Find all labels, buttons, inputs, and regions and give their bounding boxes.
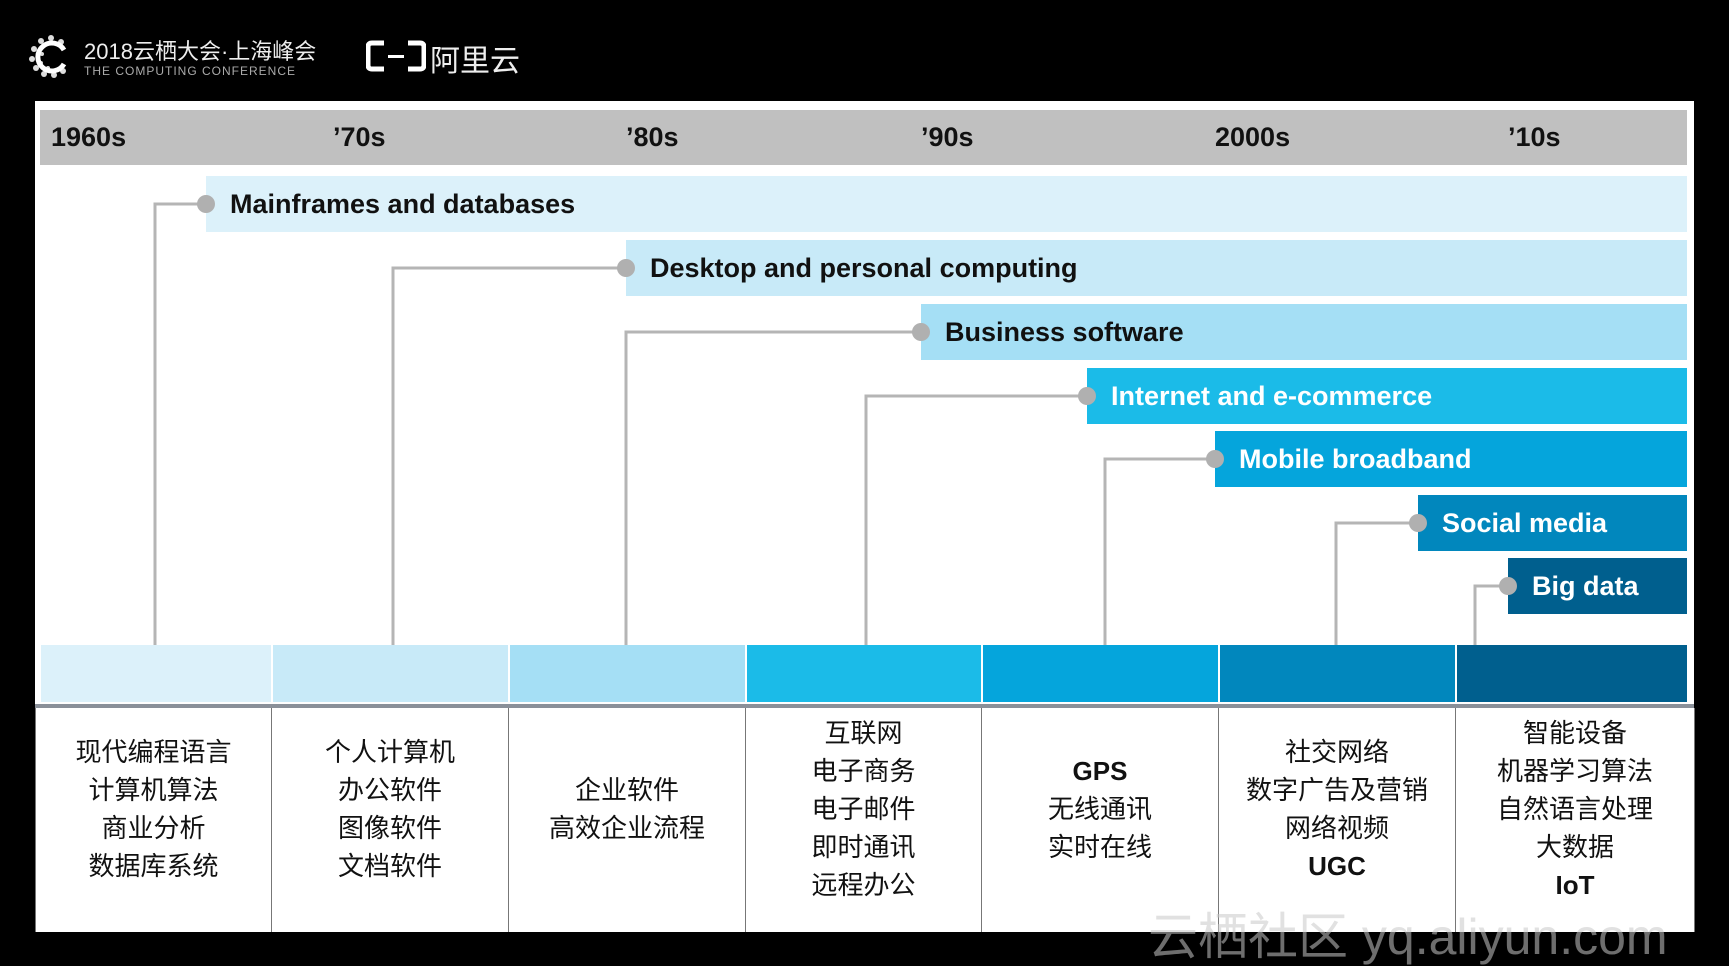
connector-dot (197, 195, 215, 213)
era-label: Mainframes and databases (230, 188, 576, 219)
column-item: 文档软件 (337, 851, 442, 881)
era-column: 个人计算机办公软件图像软件文档软件 (271, 708, 508, 932)
era-bar: Mobile broadband (1215, 431, 1687, 487)
conference-logo-icon (29, 35, 67, 78)
era-label: Desktop and personal computing (650, 252, 1078, 283)
era-label: Mobile broadband (1239, 443, 1472, 474)
column-item: 实时在线 (1047, 832, 1152, 862)
era-bar: Mainframes and databases (206, 176, 1687, 232)
connector-line (1473, 584, 1508, 645)
connector-dot (1206, 450, 1224, 468)
era-label: Social media (1442, 507, 1608, 538)
column-item: 电子邮件 (811, 794, 916, 824)
era-color-strip (747, 645, 981, 702)
column-item: 商业分析 (101, 813, 206, 843)
column-item: IoT (1555, 870, 1595, 900)
connector-line (153, 202, 206, 645)
column-item: 个人计算机 (324, 737, 455, 767)
era-label: Big data (1532, 570, 1639, 601)
connector-line (1334, 521, 1418, 645)
decade-label: ’10s (1508, 122, 1561, 152)
era-bar: Internet and e-commerce (1087, 368, 1687, 424)
conference-title: 2018云栖大会·上海峰会 (84, 39, 317, 64)
era-bar: Social media (1418, 495, 1687, 551)
decade-label: 2000s (1215, 122, 1291, 152)
era-bar: Big data (1508, 558, 1687, 614)
era-column: GPS 无线通讯实时在线 (981, 708, 1218, 932)
era-bar: Business software (921, 304, 1687, 360)
decade-label: ’70s (333, 122, 386, 152)
column-item: 图像软件 (337, 813, 442, 843)
era-column: 社交网络数字广告及营销 网络视频 UGC (1218, 708, 1455, 932)
connector-dot (912, 323, 930, 341)
column-item: 电子商务 (811, 756, 916, 786)
column-item: 即时通讯 (811, 832, 916, 862)
era-bar: Desktop and personal computing (626, 240, 1687, 296)
era-column: 互联网电子商务电子邮件即时通讯远程办公 (745, 708, 981, 932)
conference-subtitle: THE COMPUTING CONFERENCE (84, 64, 297, 78)
column-item: 机器学习算法 (1496, 756, 1653, 786)
connector-dot (1409, 514, 1427, 532)
column-item: GPS (1072, 756, 1128, 786)
column-item: 智能设备 (1522, 718, 1627, 748)
column-item: 社交网络 (1284, 737, 1389, 767)
column-item: 远程办公 (811, 870, 916, 900)
era-label: Business software (945, 316, 1184, 347)
era-color-strip (1220, 645, 1455, 702)
column-item: 互联网 (824, 718, 903, 748)
era-color-strip (41, 645, 271, 702)
connector-line (624, 330, 921, 645)
era-color-strip (510, 645, 745, 702)
cell-border (1694, 708, 1695, 932)
connector-line (391, 266, 626, 645)
era-column: 智能设备机器学习算法 自然语言处理 大数据 IoT (1455, 708, 1694, 932)
connector-dot (1078, 387, 1096, 405)
era-color-strip (983, 645, 1218, 702)
era-color-strip (273, 645, 508, 702)
connector-line (1103, 457, 1215, 645)
decade-header: 1960s ’70s ’80s ’90s 2000s ’10s (40, 110, 1687, 165)
column-item: 数字广告及营销 (1245, 775, 1428, 805)
connector-line (864, 394, 1087, 645)
column-item: 现代编程语言 (75, 737, 232, 767)
column-item: 计算机算法 (88, 775, 219, 805)
decade-label: ’80s (626, 122, 679, 152)
column-item: 数据库系统 (88, 851, 219, 881)
decade-label: ’90s (921, 122, 974, 152)
column-item: 网络视频 (1284, 813, 1389, 843)
column-item: UGC (1308, 851, 1366, 881)
connector-dot (617, 259, 635, 277)
divider (35, 704, 1694, 708)
column-item: 自然语言处理 (1496, 794, 1653, 824)
column-item: 无线通讯 (1047, 794, 1152, 824)
era-column: 现代编程语言 计算机算法商业分析数据库系统 (35, 708, 271, 932)
column-item: 高效企业流程 (548, 813, 705, 843)
era-label: Internet and e-commerce (1111, 380, 1433, 411)
watermark: 云栖社区 yq.aliyun.com (1148, 909, 1668, 965)
column-item: 企业软件 (574, 775, 679, 805)
brand-name: 阿里云 (430, 45, 520, 78)
column-item: 办公软件 (337, 775, 442, 805)
era-color-strip (1457, 645, 1687, 702)
aliyun-logo-icon (366, 40, 426, 72)
connector-dot (1499, 577, 1517, 595)
era-column: 企业软件高效企业流程 (508, 708, 745, 932)
decade-label: 1960s (51, 122, 127, 152)
column-item: 大数据 (1535, 832, 1614, 862)
